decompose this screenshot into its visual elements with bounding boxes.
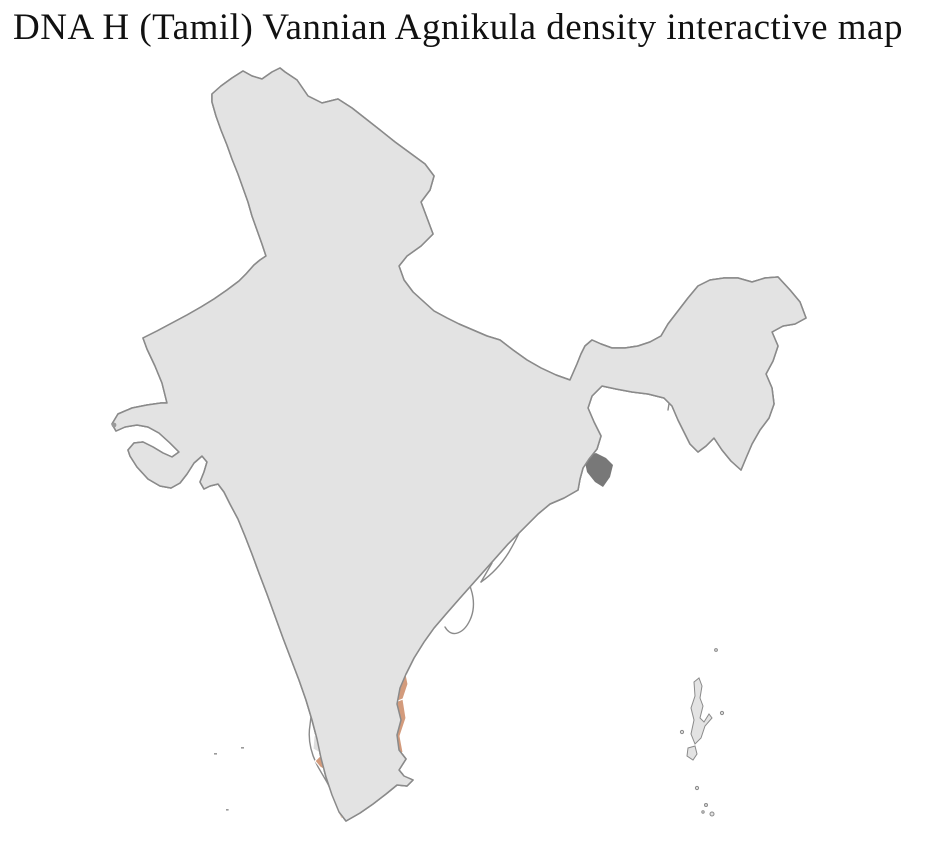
sundarbans-delta-patch (584, 453, 613, 487)
page-title: DNA H (Tamil) Vannian Agnikula density i… (13, 7, 903, 48)
lakshadweep-islands (214, 747, 244, 811)
india-choropleth-svg[interactable] (0, 6, 933, 841)
andaman-nicobar-islands (679, 648, 725, 817)
state-border-odisha-ap (480, 562, 493, 583)
kutch-islet (111, 422, 117, 428)
